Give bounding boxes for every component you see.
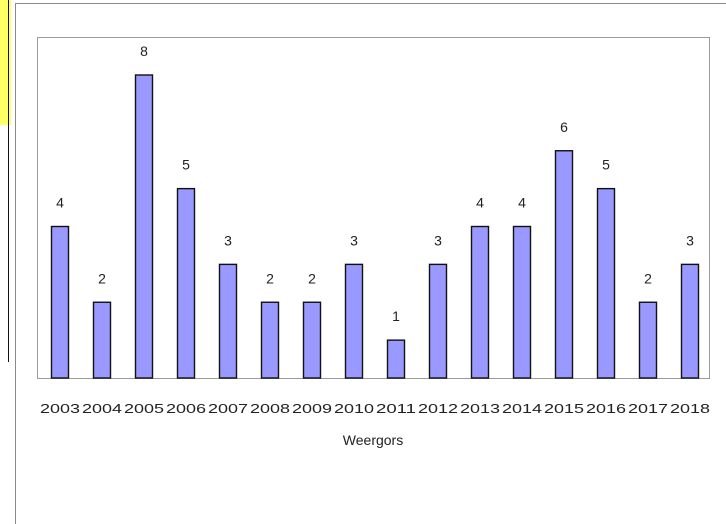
bar-2014 [512,225,532,379]
x-tick-label-2006: 2006 [166,401,206,416]
bar-value-label-2005: 8 [140,43,148,59]
x-tick-label-2017: 2017 [628,401,668,416]
bar-2008 [260,301,280,379]
bar-2005 [134,74,154,379]
bar-value-label-2006: 5 [182,157,190,173]
bar-value-label-2003: 4 [56,195,64,211]
x-tick-label-2004: 2004 [82,401,122,416]
bar-2009 [302,301,322,379]
bar-value-label-2004: 2 [98,270,106,286]
bar-value-label-2014: 4 [518,195,526,211]
bar-value-label-2012: 3 [434,232,442,248]
bar-2007 [218,263,238,379]
side-highlight [0,0,11,125]
bar-2003 [50,225,70,379]
bar-value-label-2018: 3 [686,232,694,248]
bar-2015 [554,150,574,379]
bar-2004 [92,301,112,379]
bar-2017 [638,301,658,379]
bars-group [50,74,700,379]
x-tick-label-2015: 2015 [544,401,584,416]
bar-value-label-2010: 3 [350,232,358,248]
x-tick-label-2014: 2014 [502,401,542,416]
x-tick-label-2012: 2012 [418,401,458,416]
bar-2013 [470,225,490,379]
bar-value-label-2013: 4 [476,195,484,211]
bar-2016 [596,187,616,379]
x-tick-labels-group: 2003 2004 2005 2006 2007 2008 2009 2010 2011 2012… [40,401,710,416]
bar-2010 [344,263,364,379]
bar-value-label-2017: 2 [644,270,652,286]
x-tick-label-2005: 2005 [124,401,164,416]
x-tick-label-2003: 2003 [40,401,80,416]
x-tick-label-2013: 2013 [460,401,500,416]
bar-value-label-2016: 5 [602,157,610,173]
bar-value-label-2011: 1 [392,308,400,324]
x-tick-label-2010: 2010 [334,401,374,416]
bar-2012 [428,263,448,379]
bar-2011 [386,339,406,379]
x-axis-title: Weergors [343,432,403,448]
x-tick-label-2007: 2007 [208,401,248,416]
x-tick-label-2016: 2016 [586,401,626,416]
bar-2006 [176,187,196,379]
x-tick-label-2018: 2018 [670,401,710,416]
x-tick-label-2011: 2011 [376,401,416,416]
bar-labels-group: 4 2 8 5 3 2 2 3 1 3 4 4 6 5 2 3 [56,43,694,324]
bar-2018 [680,263,700,379]
side-divider [8,0,9,362]
bar-value-label-2007: 3 [224,232,232,248]
x-tick-label-2008: 2008 [250,401,290,416]
bar-value-label-2009: 2 [308,270,316,286]
bar-value-label-2008: 2 [266,270,274,286]
x-tick-label-2009: 2009 [292,401,332,416]
bar-value-label-2015: 6 [560,119,568,135]
